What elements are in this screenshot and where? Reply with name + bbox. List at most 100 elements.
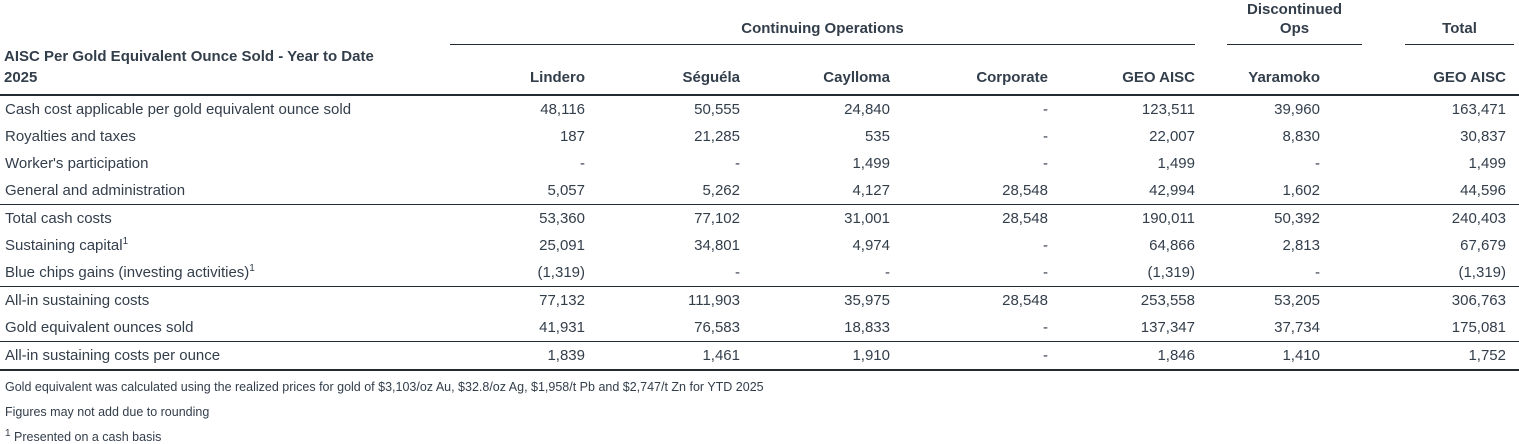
data-cell: - <box>735 155 740 172</box>
data-cell: 25,091 <box>539 237 585 254</box>
data-cell: 21,285 <box>694 128 740 145</box>
data-cell: - <box>1315 264 1320 281</box>
aisc-table: AISC Per Gold Equivalent Ounce Sold - Ye… <box>0 0 1519 371</box>
data-cell: 28,548 <box>890 204 1048 232</box>
data-cell: 1,752 <box>1320 341 1519 371</box>
data-cell: 5,057 <box>547 182 585 199</box>
column-header-caylloma-2: Caylloma <box>740 45 890 96</box>
data-cell: 50,392 <box>1195 204 1320 232</box>
table-title: AISC Per Gold Equivalent Ounce Sold - Ye… <box>0 0 450 96</box>
row-label: Cash cost applicable per gold equivalent… <box>5 101 352 118</box>
data-cell: 1,499 <box>1468 155 1506 172</box>
data-cell: 53,360 <box>450 204 585 232</box>
column-header-s-gu-la-1: Séguéla <box>585 45 740 96</box>
data-cell: 1,410 <box>1195 341 1320 371</box>
data-cell: 1,910 <box>740 341 890 371</box>
data-cell: 2,813 <box>1282 237 1320 254</box>
row-label: Worker's participation <box>5 155 149 172</box>
column-header-row: Lindero Séguéla Caylloma Corporate GEO AISC Y… <box>0 45 1519 96</box>
row-label: Sustaining capital1 <box>5 236 129 255</box>
data-cell: - <box>580 155 585 172</box>
data-cell: 175,081 <box>1451 319 1506 336</box>
data-cell: 44,596 <box>1460 182 1506 199</box>
table-row: Total cash costs 53,360 77,102 31,001 28,548… <box>0 204 1519 232</box>
data-cell: 77,132 <box>450 286 585 314</box>
data-cell: 41,931 <box>539 319 585 336</box>
row-label: All-in sustaining costs <box>0 286 450 314</box>
data-cell: 253,558 <box>1048 286 1195 314</box>
data-cell: 1,461 <box>585 341 740 371</box>
data-cell: - <box>885 264 890 281</box>
data-cell: - <box>1043 264 1048 281</box>
footnote: Gold equivalent was calculated using the… <box>5 380 764 394</box>
column-header-geo-aisc-4: GEO AISC <box>1048 45 1195 96</box>
table-row: Blue chips gains (investing activities)1… <box>0 259 1519 287</box>
data-cell: 240,403 <box>1320 204 1519 232</box>
row-label: Blue chips gains (investing activities)1 <box>5 263 255 282</box>
data-cell: 4,974 <box>852 237 890 254</box>
row-label: Royalties and taxes <box>5 128 136 145</box>
data-cell: 5,262 <box>702 182 740 199</box>
data-cell: 67,679 <box>1460 237 1506 254</box>
data-cell: 42,994 <box>1149 182 1195 199</box>
table-title-line2: 2025 <box>4 69 38 86</box>
data-cell: 50,555 <box>694 101 740 118</box>
data-cell: 1,499 <box>1157 155 1195 172</box>
footnotes: Gold equivalent was calculated using the… <box>0 371 1519 444</box>
column-header-corporate-3: Corporate <box>890 45 1048 96</box>
data-cell: 123,511 <box>1141 101 1195 118</box>
table-row: Sustaining capital1 25,091 34,801 4,974 - 64,… <box>0 232 1519 259</box>
data-cell: 22,007 <box>1149 128 1195 145</box>
row-label: Gold equivalent ounces sold <box>5 319 194 336</box>
row-label: General and administration <box>5 182 186 199</box>
data-cell: 111,903 <box>585 286 740 314</box>
data-cell: - <box>890 341 1048 371</box>
data-cell: 8,830 <box>1282 128 1320 145</box>
table-row: Gold equivalent ounces sold 41,931 76,583 1… <box>0 314 1519 342</box>
group-header-continuing-operations: Continuing Operations <box>450 0 1195 45</box>
data-cell: 48,116 <box>540 101 585 118</box>
data-cell: 306,763 <box>1320 286 1519 314</box>
data-cell: - <box>1043 128 1048 145</box>
data-cell: 53,205 <box>1195 286 1320 314</box>
data-cell: 35,975 <box>740 286 890 314</box>
group-header-row: AISC Per Gold Equivalent Ounce Sold - Ye… <box>0 0 1519 96</box>
row-label: Total cash costs <box>0 204 450 232</box>
data-cell: 24,840 <box>844 101 890 118</box>
data-cell: 39,960 <box>1274 101 1320 118</box>
footnote: Figures may not add due to rounding <box>5 405 210 419</box>
data-cell: - <box>1043 155 1048 172</box>
data-cell: (1,319) <box>1458 264 1506 281</box>
table-row: All-in sustaining costs 77,132 111,903 35,9… <box>0 286 1519 314</box>
table-title-line1: AISC Per Gold Equivalent Ounce Sold - Ye… <box>4 48 374 65</box>
data-cell: 535 <box>864 128 890 145</box>
data-cell: (1,319) <box>1147 264 1195 281</box>
data-cell: - <box>735 264 740 281</box>
table-row: All-in sustaining costs per ounce 1,839 1,… <box>0 341 1519 371</box>
table-row: Cash cost applicable per gold equivalent… <box>0 95 1519 123</box>
table-row: Worker's participation - - 1,499 - 1,499 - 1,49… <box>0 150 1519 177</box>
data-cell: 1,839 <box>450 341 585 371</box>
data-cell: 18,833 <box>844 319 890 336</box>
footnote: 1 Presented on a cash basis <box>5 427 162 444</box>
data-cell: 30,837 <box>1460 128 1506 145</box>
data-cell: - <box>1043 101 1048 118</box>
data-cell: 64,866 <box>1149 237 1195 254</box>
data-cell: 28,548 <box>1002 182 1048 199</box>
data-cell: 187 <box>559 128 585 145</box>
table-row: Royalties and taxes 187 21,285 535 - 22,007 8,… <box>0 123 1519 150</box>
group-header-discontinued-ops: Discontinued Ops <box>1195 0 1362 45</box>
column-header-yaramoko-5: Yaramoko <box>1195 45 1320 96</box>
table-row: General and administration 5,057 5,262 4,12… <box>0 177 1519 205</box>
data-cell: 76,583 <box>694 319 740 336</box>
data-cell: 137,347 <box>1140 319 1195 336</box>
data-cell: - <box>1043 319 1048 336</box>
column-header-geo-aisc-6: GEO AISC <box>1320 45 1519 96</box>
data-cell: - <box>1315 155 1320 172</box>
data-cell: 4,127 <box>852 182 890 199</box>
data-cell: (1,319) <box>537 264 585 281</box>
data-cell: 1,602 <box>1282 182 1320 199</box>
data-cell: 163,471 <box>1451 101 1506 118</box>
column-header-lindero-0: Lindero <box>450 45 585 96</box>
